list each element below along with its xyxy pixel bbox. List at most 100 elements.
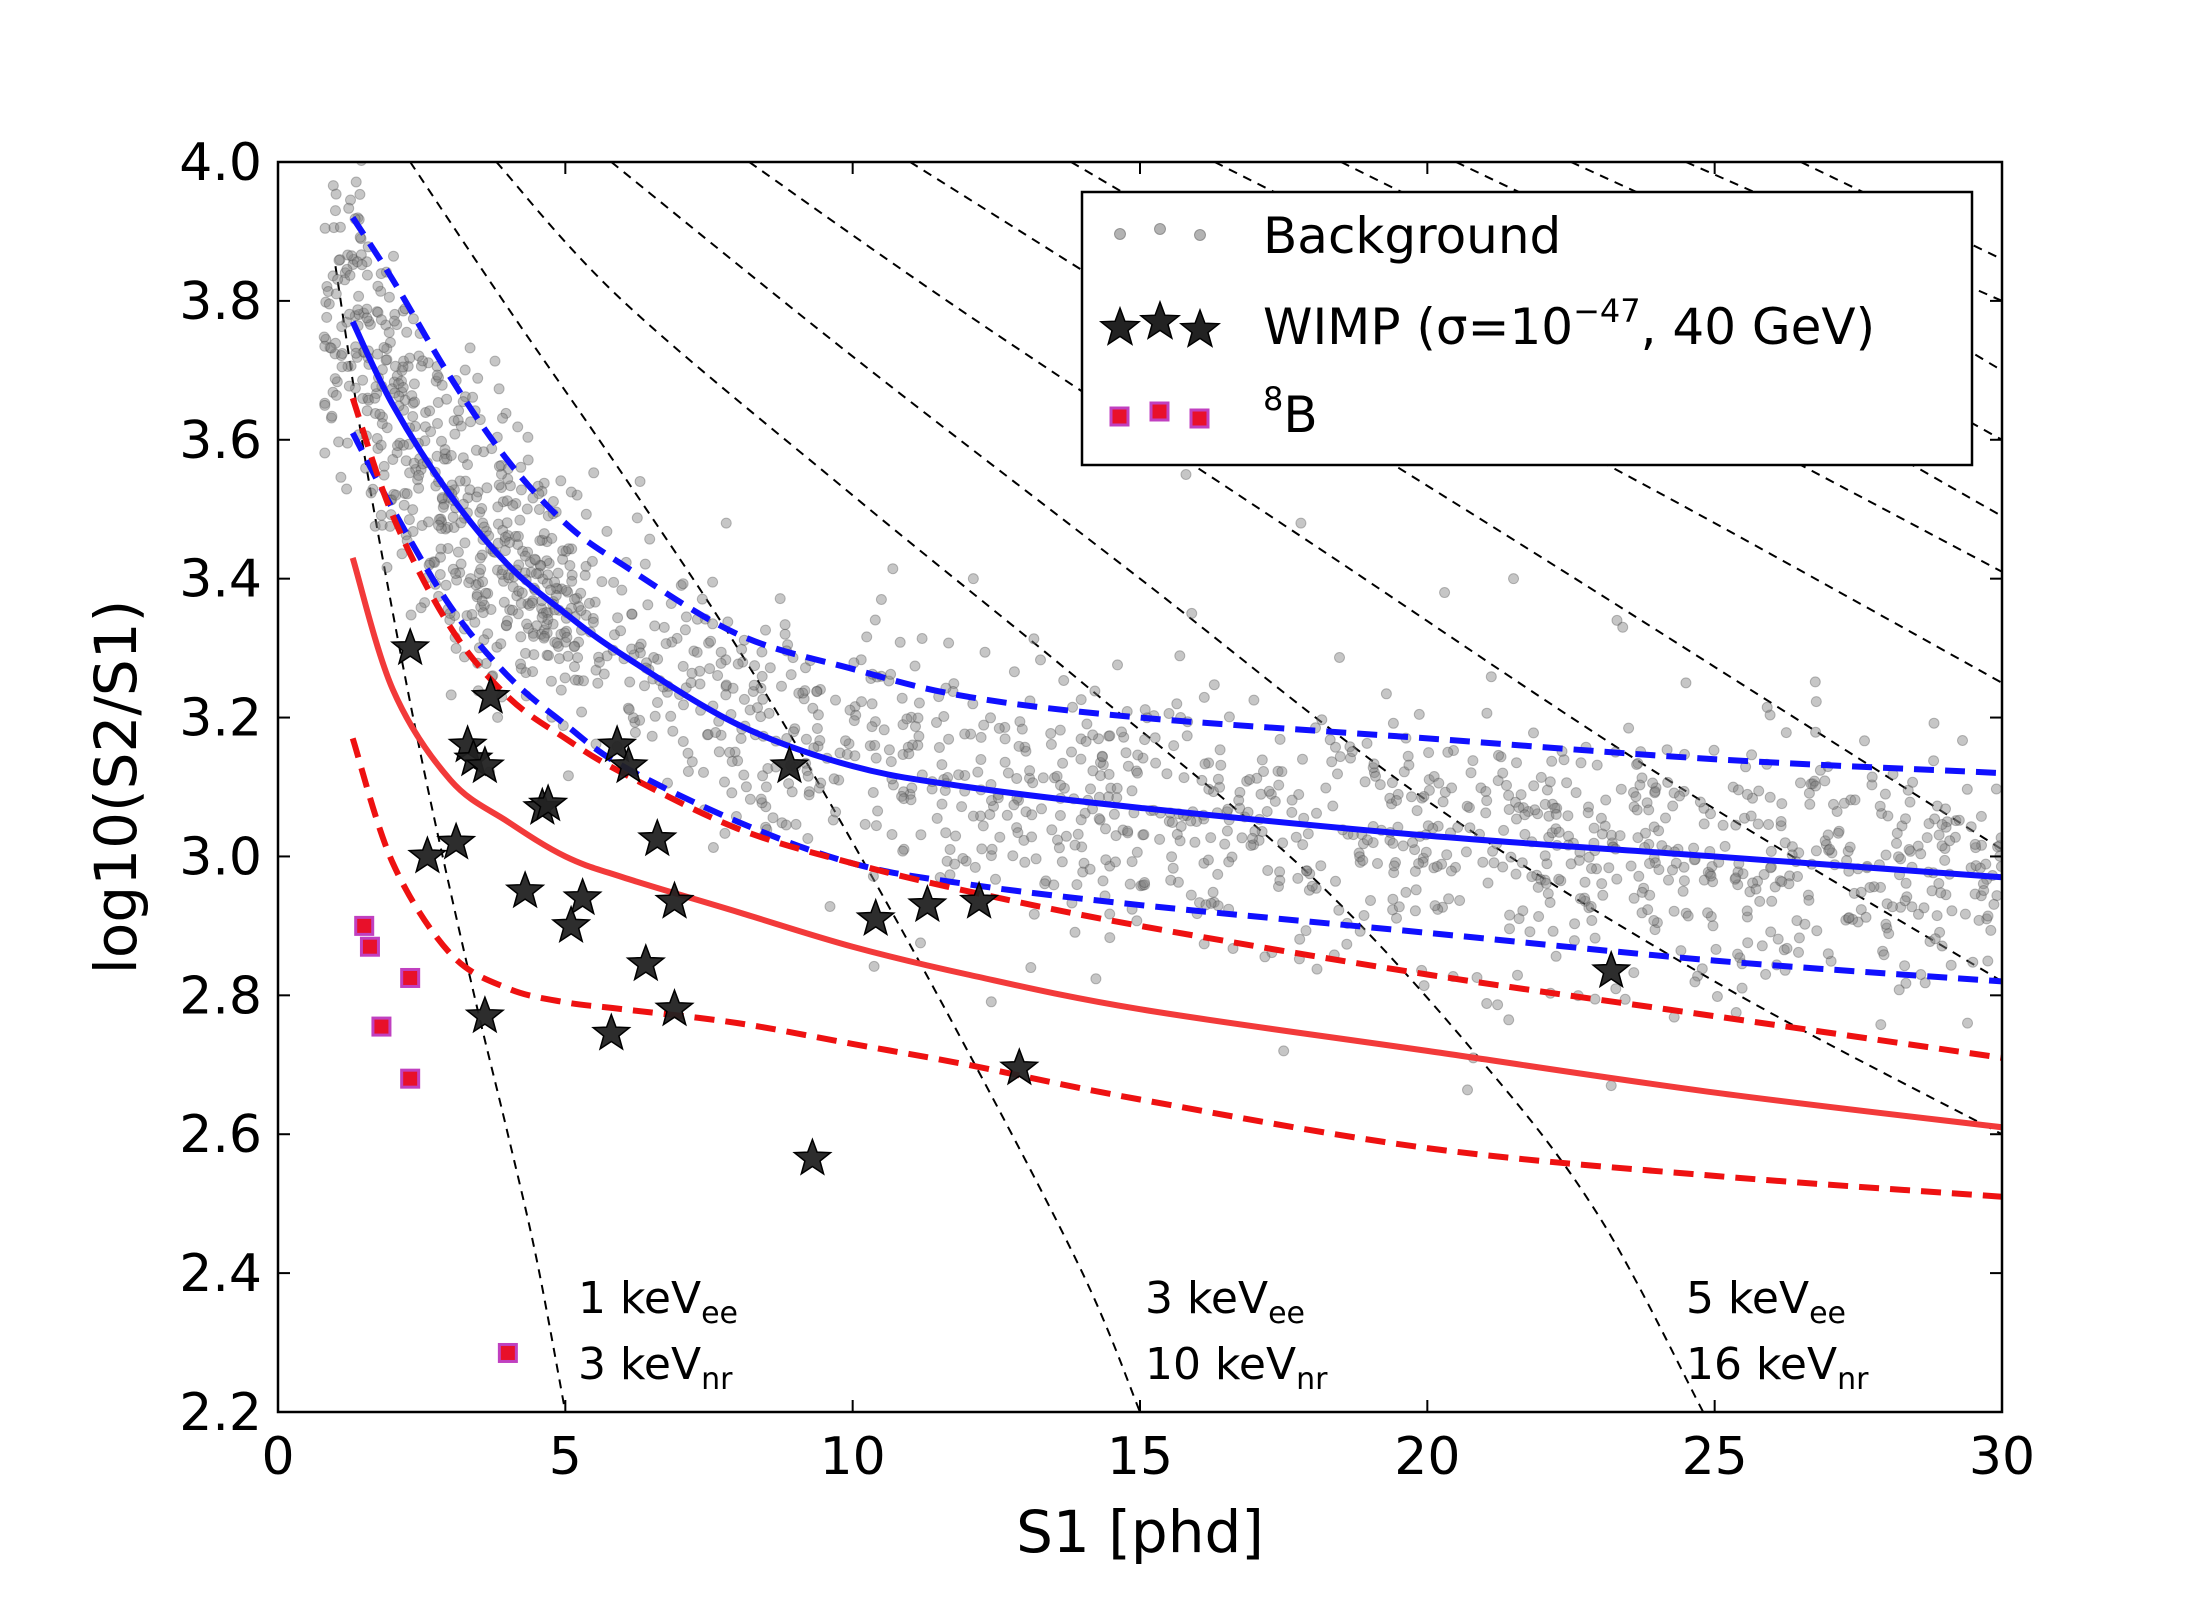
background-point [480,587,492,599]
background-point [342,361,354,372]
background-point [677,578,689,590]
background-point [1953,814,1965,826]
background-point [354,188,366,200]
background-point [319,340,331,352]
background-point [522,622,534,634]
background-point [1126,785,1138,797]
background-point [460,475,471,487]
background-point [671,632,683,644]
background-point [975,754,987,765]
band-curve-2 [350,215,2002,777]
background-point [1698,802,1710,814]
background-point [907,739,918,751]
background-point [720,680,732,692]
background-point [1765,845,1777,857]
background-point [1774,875,1786,887]
background-point [916,633,928,644]
background-point [375,439,387,451]
background-point [696,593,708,605]
background-point [415,464,427,476]
background-point [1793,946,1804,958]
background-point [1541,858,1553,870]
background-point [572,674,584,686]
background-point [1783,878,1795,890]
background-point [1605,1080,1617,1092]
background-point [457,452,469,464]
legend-wimp-star [1138,299,1182,340]
background-point [1501,779,1512,791]
b8-point [497,1342,518,1363]
background-point [1154,833,1166,845]
background-point [1278,1045,1290,1057]
background-point [1480,807,1492,819]
background-point [813,782,825,794]
background-point [440,523,452,535]
background-point [361,256,373,268]
background-point [1553,873,1565,885]
background-point [1025,962,1037,974]
y-tick-label: 2.6 [179,1105,262,1165]
background-point [450,568,462,579]
background-point [391,319,403,331]
background-point [1431,861,1443,872]
background-point [855,654,867,666]
background-point [827,814,839,826]
background-point [1875,1019,1887,1031]
background-point [1093,813,1105,825]
background-point [680,611,692,623]
background-point [1018,834,1030,846]
background-point [502,473,514,485]
background-point [573,601,585,612]
background-point [1277,837,1289,849]
background-point [1648,915,1660,926]
background-point [1334,751,1346,763]
background-point [1611,614,1623,626]
background-point [339,274,351,286]
background-point [1883,928,1895,940]
background-point [433,519,444,531]
background-point [885,668,897,680]
background-point [1432,820,1444,832]
background-point [1784,870,1796,882]
background-point [1467,755,1479,767]
background-point [1027,777,1039,789]
background-point [515,658,526,670]
background-point [748,679,760,691]
background-point [715,729,727,741]
background-point [1893,984,1905,996]
wimp-point [527,783,569,822]
background-point [1020,806,1032,818]
background-point [726,787,738,799]
background-point [1079,807,1091,819]
background-point [957,853,969,864]
background-point [1208,896,1220,908]
background-point [1668,787,1680,799]
background-point [915,937,926,949]
background-point [727,682,739,694]
background-point [572,652,584,664]
background-point [364,319,376,330]
background-point [1105,782,1117,794]
background-point [471,589,483,601]
background-point [1568,935,1580,947]
background-point [1698,874,1710,886]
background-point [353,309,365,320]
background-point [344,308,355,320]
background-point [1845,794,1857,806]
background-point [336,321,348,333]
background-point [1810,726,1822,738]
background-point [1370,770,1381,782]
background-point [396,375,407,387]
background-point [541,627,553,639]
background-point [511,590,523,602]
background-point [1463,802,1475,814]
background-point [1077,866,1089,878]
background-point [1174,835,1186,847]
background-point [1588,822,1600,834]
background-point [807,702,819,714]
background-point [1532,881,1544,893]
energy-contour-3 [495,162,1705,1412]
background-point [1161,768,1173,780]
background-point [1503,789,1515,801]
background-point [1531,869,1543,881]
